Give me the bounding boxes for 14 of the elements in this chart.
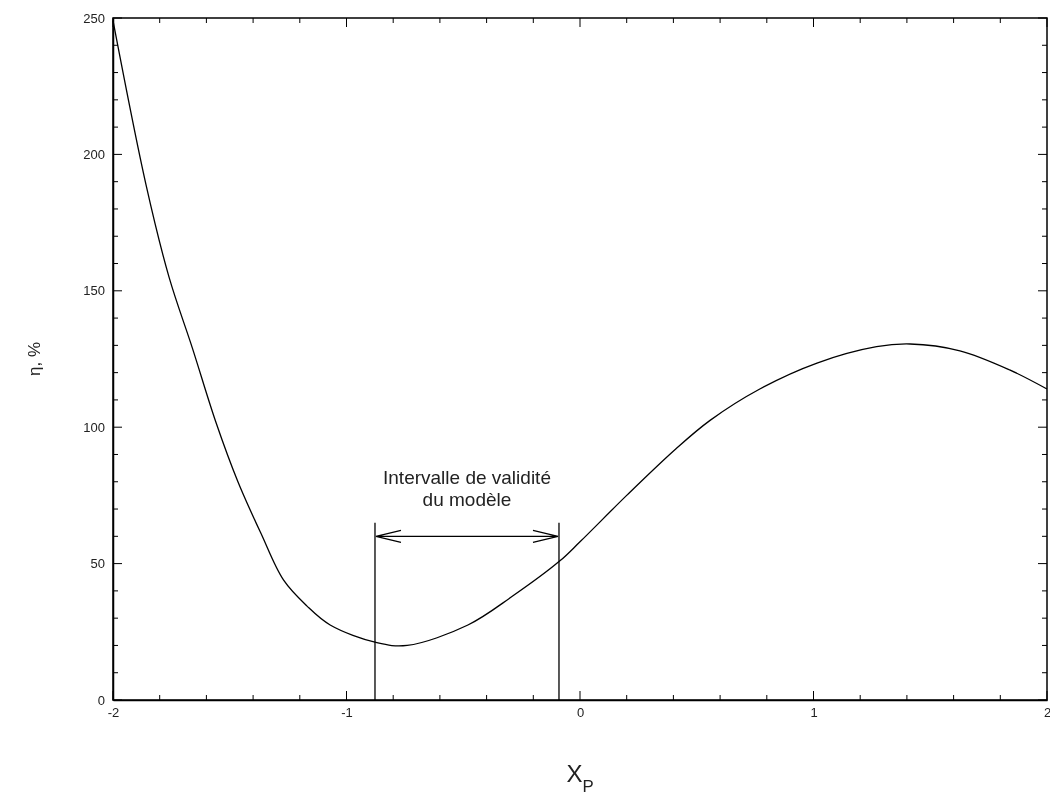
y-axis-title: η, % <box>25 341 44 377</box>
x-axis-title: X$_{P}$ <box>566 760 594 796</box>
y-tick-label: 0 <box>97 692 105 708</box>
y-tick-label: 250 <box>83 10 105 26</box>
annotation: Intervalle de validité du modèle <box>383 467 551 511</box>
y-tick-label: 50 <box>90 556 105 572</box>
y-tick-label: 100 <box>83 419 105 435</box>
y-tick-label: 200 <box>83 147 105 163</box>
x-tick-label: -1 <box>341 705 353 721</box>
y-tick-label: 150 <box>83 283 105 299</box>
x-tick-label: 0 <box>576 705 585 721</box>
x-tick-label: 1 <box>810 705 818 721</box>
x-tick-label: -2 <box>107 705 120 721</box>
x-tick-label: 2 <box>1043 705 1050 721</box>
